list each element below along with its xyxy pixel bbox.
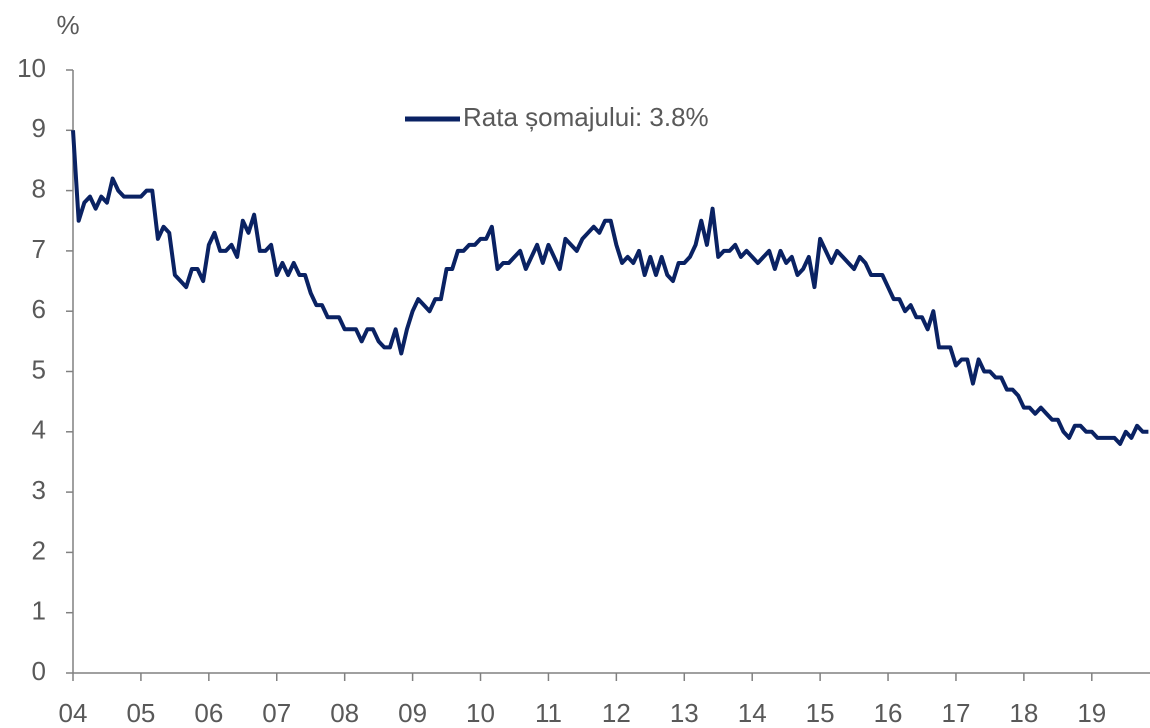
x-tick-label: 19 [1077, 698, 1106, 728]
y-tick-label: 7 [32, 234, 46, 264]
x-tick-label: 14 [738, 698, 767, 728]
x-tick-label: 16 [874, 698, 903, 728]
y-tick-label: 5 [32, 354, 46, 384]
x-tick-label: 10 [466, 698, 495, 728]
x-tick-label: 04 [59, 698, 88, 728]
x-tick-label: 13 [670, 698, 699, 728]
y-tick-label: 6 [32, 294, 46, 324]
x-tick-label: 09 [398, 698, 427, 728]
y-tick-label: 1 [32, 596, 46, 626]
y-axis-label: % [56, 10, 79, 40]
x-tick-label: 12 [602, 698, 631, 728]
x-tick-label: 11 [535, 698, 562, 728]
y-tick-label: 9 [32, 113, 46, 143]
x-tick-label: 06 [194, 698, 223, 728]
x-tick-label: 07 [262, 698, 291, 728]
y-tick-label: 10 [17, 53, 46, 83]
x-tick-label: 18 [1009, 698, 1038, 728]
x-tick-label: 17 [941, 698, 970, 728]
y-tick-label: 4 [32, 415, 46, 445]
y-tick-label: 3 [32, 475, 46, 505]
x-tick-label: 08 [330, 698, 359, 728]
x-tick-label: 05 [126, 698, 155, 728]
y-tick-label: 2 [32, 535, 46, 565]
x-tick-label: 15 [806, 698, 835, 728]
data-line [71, 130, 1149, 446]
y-tick-label: 8 [32, 173, 46, 203]
legend-label: Rata șomajului: 3.8% [463, 102, 709, 132]
y-tick-label: 0 [32, 656, 46, 686]
